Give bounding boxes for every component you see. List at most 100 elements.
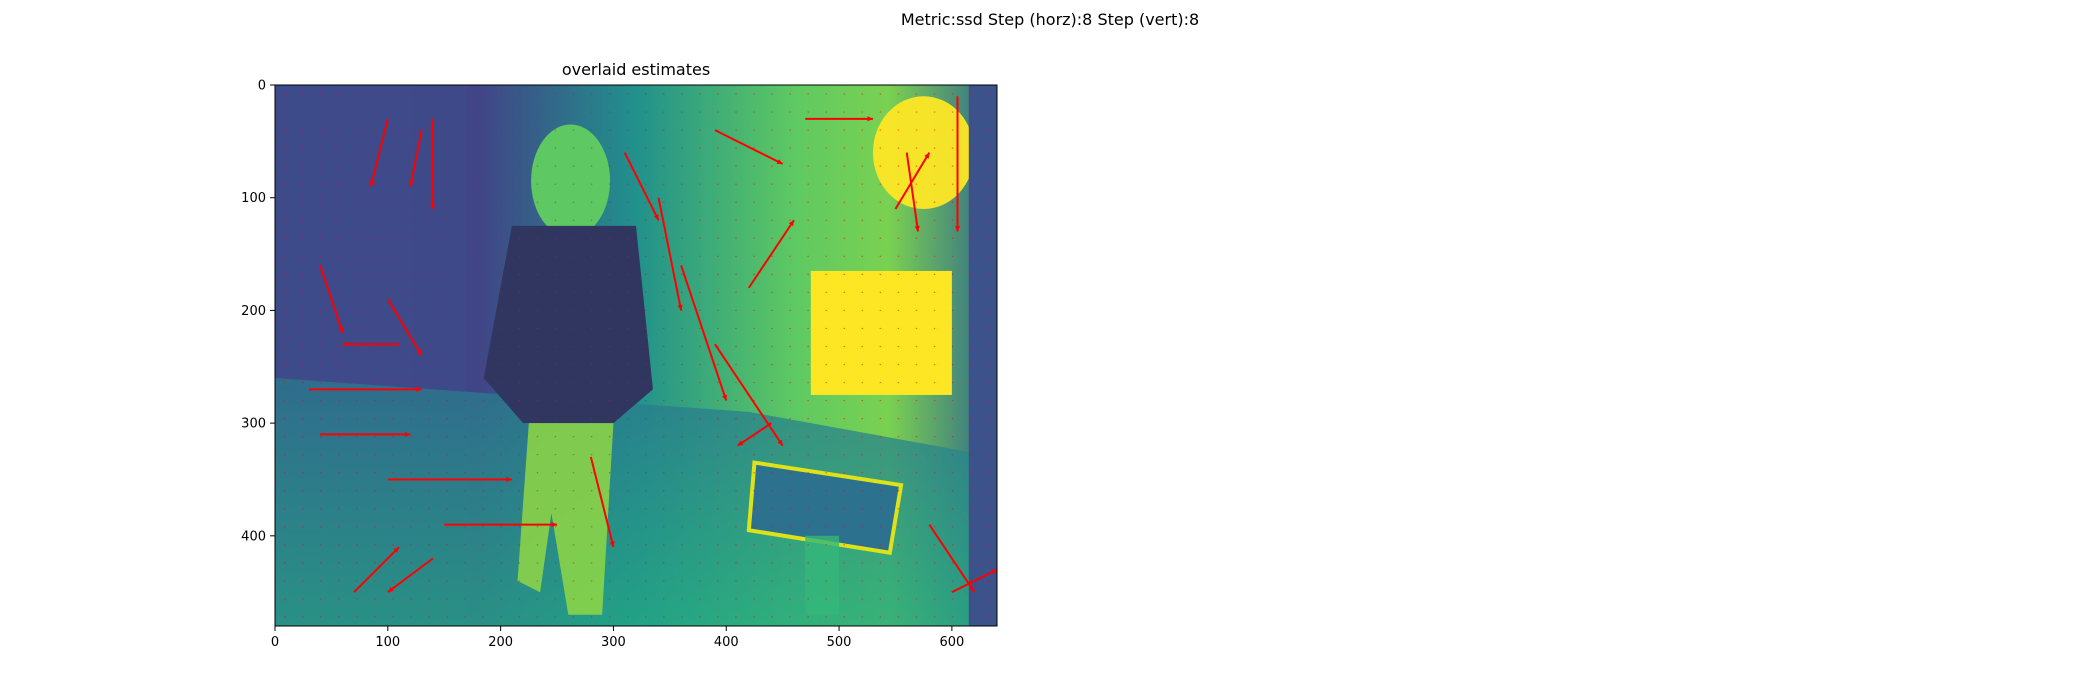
quiver-arrow-shaft [928,524,976,593]
quiver-arrows [308,96,997,594]
quiver-arrow-shaft [657,197,683,311]
quiver-arrow-head [342,341,349,347]
quiver-arrow-shaft [680,265,728,401]
y-tick-label: 100 [241,191,266,206]
quiver-arrow-head [914,225,920,232]
image-person-torso [483,225,653,424]
x-tick-label: 0 [271,635,279,650]
quiver-arrow-head [954,226,961,232]
quiver-arrow [430,118,436,209]
quiver-arrow-head [387,586,394,593]
quiver-arrow-shaft [319,265,344,334]
quiver-arrow [369,118,389,187]
quiver-arrow-shaft [589,456,615,548]
x-tick-label: 200 [488,635,513,650]
x-tick-label: 600 [939,635,964,650]
quiver-arrow [657,197,683,311]
quiver-arrow [342,341,400,347]
quiver-arrow [714,343,784,447]
quiver-arrow-shaft [905,152,920,232]
quiver-arrow-head [924,152,930,159]
quiver-arrow [747,219,795,289]
quiver-arrow-head [408,180,414,187]
quiver-arrow-shaft [714,343,784,447]
x-tick-label: 500 [827,635,852,650]
quiver-arrow [319,265,344,334]
quiver-arrow [714,129,784,165]
quiver-arrow-head [653,214,659,221]
image-chair-stem [805,535,840,615]
quiver-arrow [805,116,873,122]
y-axis: 0 100 200 300 400 [241,79,275,544]
y-tick-label: 400 [241,529,266,544]
quiver-arrow-head [338,327,344,333]
quiver-arrow-shaft [747,219,795,289]
quiver-arrow [905,152,920,232]
y-tick-label: 0 [258,79,266,94]
quiver-arrow-head [737,440,744,446]
quiver-arrow [736,422,772,447]
quiver-arrow-head [677,304,683,311]
quiver-arrow [353,546,400,593]
quiver-arrow-head [991,569,997,575]
image-bright-board [810,270,952,395]
image-lamp-glow [872,96,975,209]
axes-title: overlaid estimates [562,60,710,79]
quiver-arrow-shaft [369,118,389,187]
quiver-arrow-shaft [951,568,997,594]
quiver-arrow [623,152,660,221]
quiver-arrow-shaft [353,546,400,593]
image-right-strip [968,85,997,626]
quiver-arrow-head [393,547,400,553]
quiver-arrow-shaft [894,152,931,210]
quiver-grid-dots [284,93,990,618]
quiver-arrow-head [416,349,422,356]
quiver-arrow [387,557,434,593]
x-tick-label: 300 [601,635,626,650]
quiver-arrow [444,521,558,528]
quiver-arrow [680,265,728,401]
quiver-arrow-head [776,159,783,164]
x-tick-label: 400 [714,635,739,650]
quiver-arrow [951,568,997,594]
quiver-arrow-head [788,220,794,227]
quiver-arrow [589,456,615,548]
quiver-arrow [954,96,961,232]
quiver-arrow-head [404,431,411,438]
quiver-arrow [308,386,422,392]
x-axis: 0 100 200 300 400 500 600 [271,626,964,650]
y-tick-label: 300 [241,417,266,432]
image-person-head [531,124,611,238]
background-image [275,85,997,626]
quiver-arrow-head [867,116,873,122]
quiver-arrow-head [969,586,975,593]
quiver-arrow [894,152,931,210]
image-person-legs [517,423,614,615]
quiver-arrow-shaft [409,129,423,187]
quiver-arrow-head [416,386,422,392]
plot-area [275,85,997,626]
quiver-arrow-shaft [714,129,784,165]
quiver-arrow [320,431,411,438]
quiver-arrow-shaft [387,557,434,593]
quiver-arrow-head [506,476,512,483]
quiver-arrow-head [722,394,728,401]
quiver-arrow [386,298,423,357]
quiver-arrow [408,129,423,187]
quiver-arrow-head [609,541,615,548]
quiver-arrow [928,524,976,593]
x-tick-label: 100 [375,635,400,650]
quiver-arrow-shaft [623,152,660,221]
quiver-arrow [387,476,512,483]
figure-suptitle: Metric:ssd Step (horz):8 Step (vert):8 [900,10,1200,29]
quiver-arrow-head [777,439,783,446]
image-chair-seat [746,460,904,556]
y-tick-label: 200 [241,304,266,319]
quiver-arrow-shaft [736,422,772,447]
quiver-arrow-head [430,203,436,209]
quiver-dot-grid [284,93,990,618]
quiver-arrow-shaft [386,298,423,357]
quiver-arrow-head [551,521,558,528]
axes-frame [274,84,998,627]
